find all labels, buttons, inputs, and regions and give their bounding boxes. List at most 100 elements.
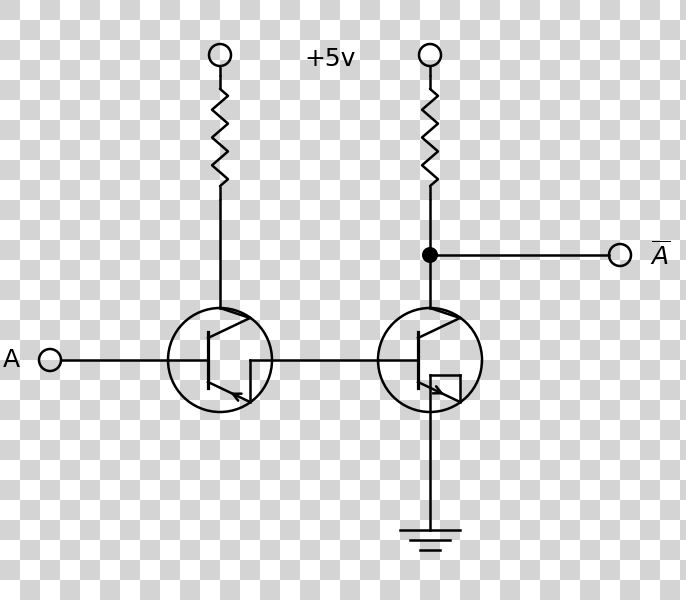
Bar [260,100,280,120]
Bar [560,220,580,240]
Bar [660,140,680,160]
Bar [420,580,440,600]
Bar [480,320,500,340]
Bar [360,460,380,480]
Bar [20,60,40,80]
Bar [100,460,120,480]
Bar [100,320,120,340]
Bar [20,420,40,440]
Bar [480,20,500,40]
Bar [100,160,120,180]
Bar [40,360,60,380]
Bar [500,180,520,200]
Bar [460,320,480,340]
Bar [360,180,380,200]
Bar [400,500,420,520]
Bar [560,320,580,340]
Bar [240,380,260,400]
Bar [660,520,680,540]
Bar [40,560,60,580]
Bar [20,540,40,560]
Bar [260,20,280,40]
Bar [540,140,560,160]
Bar [300,240,320,260]
Bar [320,360,340,380]
Bar [640,560,660,580]
Bar [660,260,680,280]
Bar [460,100,480,120]
Bar [520,560,540,580]
Bar [40,380,60,400]
Bar [420,300,440,320]
Bar [0,180,20,200]
Bar [20,120,40,140]
Bar [460,480,480,500]
Bar [580,320,600,340]
Bar [200,0,220,20]
Bar [120,140,140,160]
Bar [520,100,540,120]
Bar [400,140,420,160]
Bar [600,180,620,200]
Bar [120,560,140,580]
Bar [0,120,20,140]
Bar [400,540,420,560]
Bar [100,100,120,120]
Bar [140,160,160,180]
Bar [660,460,680,480]
Bar [260,460,280,480]
Bar [140,280,160,300]
Bar [500,80,520,100]
Bar [600,440,620,460]
Bar [640,260,660,280]
Bar [40,480,60,500]
Bar [480,580,500,600]
Bar [180,100,200,120]
Bar [40,120,60,140]
Bar [560,480,580,500]
Bar [560,520,580,540]
Bar [620,160,640,180]
Bar [360,160,380,180]
Bar [420,80,440,100]
Bar [460,500,480,520]
Bar [500,260,520,280]
Bar [140,120,160,140]
Bar [460,300,480,320]
Bar [380,20,400,40]
Bar [340,100,360,120]
Bar [480,140,500,160]
Bar [580,340,600,360]
Bar [60,220,80,240]
Bar [440,200,460,220]
Bar [520,360,540,380]
Bar [120,160,140,180]
Bar [500,160,520,180]
Bar [480,560,500,580]
Bar [560,140,580,160]
Bar [60,140,80,160]
Bar [680,420,686,440]
Bar [540,400,560,420]
Bar [360,520,380,540]
Bar [120,340,140,360]
Bar [280,220,300,240]
Bar [260,220,280,240]
Bar [480,240,500,260]
Bar [340,320,360,340]
Bar [620,560,640,580]
Bar [280,200,300,220]
Bar [540,280,560,300]
Bar [300,380,320,400]
Bar [400,440,420,460]
Bar [80,360,100,380]
Bar [540,580,560,600]
Bar [680,40,686,60]
Bar [140,440,160,460]
Bar [100,300,120,320]
Bar [660,480,680,500]
Bar [300,280,320,300]
Bar [80,220,100,240]
Bar [360,320,380,340]
Bar [660,220,680,240]
